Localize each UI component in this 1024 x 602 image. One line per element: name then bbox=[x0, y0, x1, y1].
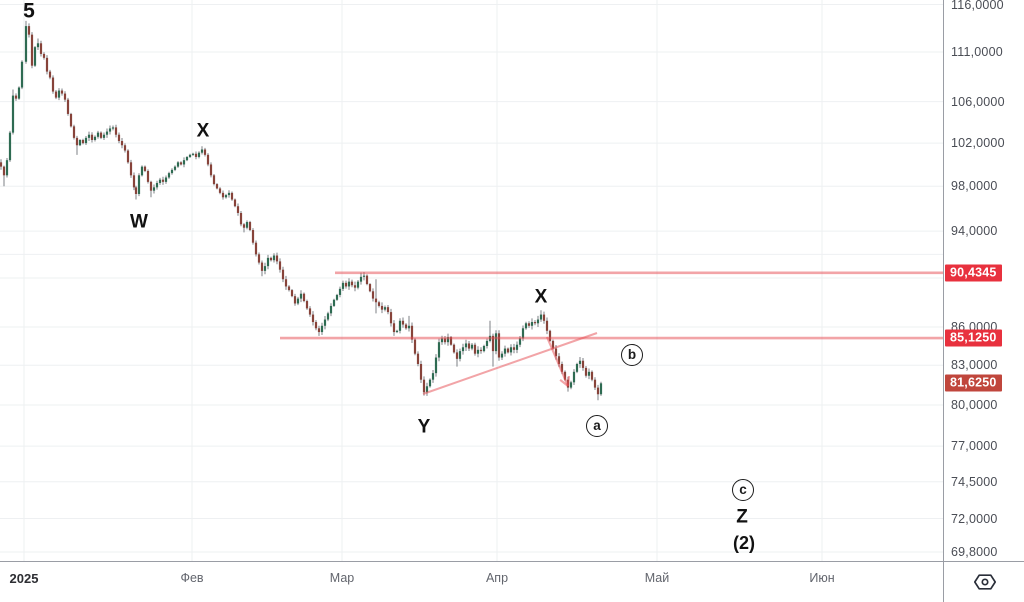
price-tick-label: 111,0000 bbox=[951, 45, 1003, 59]
month-tick-label: Май bbox=[644, 571, 670, 585]
wave-label[interactable]: Y bbox=[417, 416, 431, 438]
wave-label[interactable]: Z bbox=[736, 506, 748, 528]
drawing-tools-layer[interactable] bbox=[280, 271, 943, 395]
price-tick-label: 116,0000 bbox=[951, 0, 1004, 12]
scales-settings-icon[interactable] bbox=[972, 572, 998, 592]
price-tick-label: 80,0000 bbox=[951, 397, 998, 412]
trendline[interactable] bbox=[422, 332, 598, 395]
circled-wave-label[interactable]: b bbox=[621, 344, 643, 366]
wave-label[interactable]: W bbox=[130, 211, 148, 233]
alert-price-badge[interactable]: 90,4345 bbox=[945, 264, 1002, 282]
circled-wave-label[interactable]: c bbox=[732, 479, 754, 501]
candles-layer bbox=[0, 20, 603, 401]
month-tick-label: Фев bbox=[180, 571, 204, 585]
time-axis[interactable]: 2025 Фев Мар Апр Май Июн bbox=[0, 561, 1024, 602]
circled-wave-label[interactable]: a bbox=[586, 415, 608, 437]
candlestick-chart bbox=[0, 0, 943, 561]
price-tick-label: 69,8000 bbox=[951, 544, 998, 559]
year-tick-label: 2025 bbox=[9, 571, 39, 586]
price-tick-label: 74,5000 bbox=[951, 474, 998, 489]
price-axis[interactable]: 116,0000 111,0000 106,0000 102,0000 98,0000 9… bbox=[943, 0, 1024, 561]
month-tick-label: Июн bbox=[809, 571, 835, 585]
alert-price-badge[interactable]: 85,1250 bbox=[945, 329, 1002, 347]
last-price-badge: 81,6250 bbox=[945, 374, 1002, 392]
arrow-drawing[interactable] bbox=[545, 336, 571, 387]
month-tick-label: Апр bbox=[485, 571, 509, 585]
price-tick-label: 77,0000 bbox=[951, 439, 998, 454]
wave-label[interactable]: (2) bbox=[733, 533, 755, 553]
axis-corner[interactable] bbox=[943, 562, 1024, 602]
chart-plot-area[interactable]: 5 W X Y X Z (2) a b c bbox=[0, 0, 943, 561]
price-tick-label: 72,0000 bbox=[951, 511, 998, 526]
wave-label[interactable]: X bbox=[534, 286, 548, 308]
price-tick-label: 106,0000 bbox=[951, 94, 1005, 109]
wave-label[interactable]: X bbox=[196, 120, 210, 142]
price-tick-label: 98,0000 bbox=[951, 179, 998, 194]
wave-label[interactable]: 5 bbox=[23, 0, 35, 23]
price-tick-label: 102,0000 bbox=[951, 136, 1005, 151]
month-tick-label: Мар bbox=[329, 571, 355, 585]
gridlines bbox=[0, 0, 943, 561]
price-tick-label: 94,0000 bbox=[951, 224, 998, 239]
price-tick-label: 83,0000 bbox=[951, 358, 998, 373]
